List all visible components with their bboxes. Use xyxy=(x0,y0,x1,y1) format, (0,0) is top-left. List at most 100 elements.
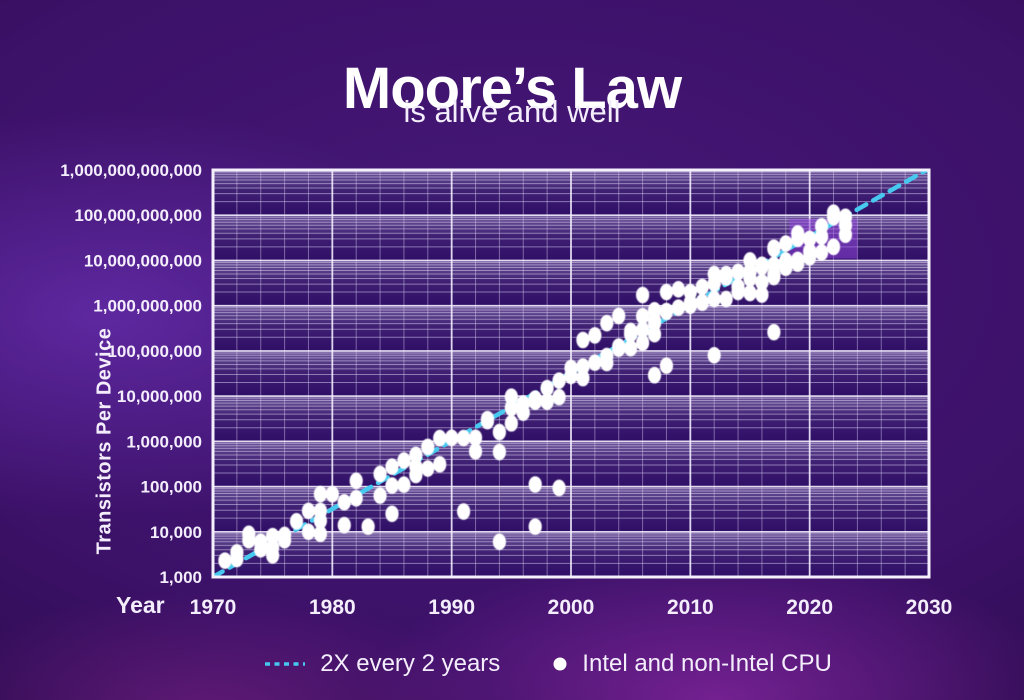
cpu-data-point xyxy=(767,323,781,341)
x-axis-tick-label: 1980 xyxy=(309,596,356,619)
cpu-data-point xyxy=(301,523,316,541)
y-axis-tick-label: 1,000,000,000 xyxy=(93,297,202,316)
cpu-data-point xyxy=(695,294,709,312)
cpu-data-point xyxy=(767,268,781,286)
cpu-data-point xyxy=(600,354,614,372)
y-tick-labels: 1,000 10,000 100,000 1,000,000 10,000,000 100… xyxy=(60,161,202,587)
cpu-data-point xyxy=(433,456,447,473)
cpu-data-point xyxy=(409,446,423,464)
cpu-data-point xyxy=(254,540,268,558)
cpu-data-point xyxy=(480,412,495,430)
cpu-data-point xyxy=(731,283,745,301)
cpu-data-point xyxy=(779,235,793,252)
cpu-data-point xyxy=(576,369,590,387)
cpu-data-point xyxy=(826,238,841,256)
cpu-data-point xyxy=(301,502,316,520)
cpu-data-point xyxy=(397,476,411,493)
cpu-data-point xyxy=(707,346,721,364)
cpu-data-point xyxy=(313,485,327,503)
cpu-data-point xyxy=(540,393,554,411)
cpu-data-point xyxy=(385,505,399,523)
cpu-data-point xyxy=(385,458,399,475)
points-legend-label: Intel and non-Intel CPU xyxy=(582,650,832,677)
cpu-data-point xyxy=(576,358,590,375)
cpu-data-point xyxy=(433,429,447,447)
cpu-data-point xyxy=(588,354,602,371)
cpu-point-dot-icon xyxy=(553,657,567,671)
cpu-data-point xyxy=(409,466,423,484)
cpu-data-point xyxy=(361,518,375,535)
cpu-data-point xyxy=(671,299,686,316)
cpu-data-point xyxy=(838,226,853,244)
cpu-data-point xyxy=(659,357,674,375)
cpu-data-point xyxy=(647,325,662,343)
cpu-data-point xyxy=(528,476,542,493)
cpu-data-point xyxy=(528,518,542,535)
cpu-data-point xyxy=(504,415,518,432)
x-tick-labels: 1970 1980 1990 2000 2010 2020 2030 xyxy=(190,596,953,619)
y-axis-tick-label: 100,000 xyxy=(141,478,202,497)
x-axis-tick-label: 2000 xyxy=(548,596,595,619)
cpu-data-point xyxy=(385,477,399,494)
cpu-data-point xyxy=(731,263,745,281)
cpu-data-point xyxy=(564,367,578,385)
cpu-data-point xyxy=(791,255,805,272)
cpu-data-point xyxy=(612,307,626,325)
trend-legend-label: 2X every 2 years xyxy=(320,650,501,677)
cpu-data-point xyxy=(528,393,542,411)
cpu-data-point xyxy=(373,487,387,504)
cpu-data-point xyxy=(755,286,769,303)
page-title: Moore’s Law xyxy=(342,55,682,121)
y-axis-tick-label: 10,000,000 xyxy=(117,387,202,406)
cpu-data-point xyxy=(707,290,721,308)
cpu-data-point xyxy=(636,321,650,339)
cpu-data-point xyxy=(647,366,662,384)
y-axis-tick-label: 1,000 xyxy=(159,568,202,587)
cpu-data-point xyxy=(457,503,471,520)
x-axis-tick-label: 2010 xyxy=(667,596,714,619)
cpu-data-point xyxy=(289,513,304,530)
cpu-data-point xyxy=(242,531,256,549)
cpu-data-point xyxy=(337,493,351,511)
cpu-data-point xyxy=(218,552,232,569)
cpu-data-point xyxy=(313,512,327,530)
cpu-data-point xyxy=(659,303,674,321)
x-axis-tick-label: 2030 xyxy=(906,596,953,619)
cpu-data-point xyxy=(266,547,280,564)
cpu-data-point xyxy=(636,307,650,325)
y-axis-tick-label: 10,000,000,000 xyxy=(84,251,202,270)
cpu-data-point xyxy=(576,331,590,349)
cpu-data-point xyxy=(779,259,793,277)
cpu-data-point xyxy=(755,258,769,276)
cpu-data-point xyxy=(743,284,757,302)
cpu-data-point xyxy=(815,244,829,261)
y-axis-tick-label: 1,000,000 xyxy=(126,432,202,451)
cpu-data-point xyxy=(313,525,327,543)
cpu-data-point xyxy=(492,443,506,461)
cpu-data-point xyxy=(457,429,471,447)
cpu-data-point xyxy=(707,275,721,292)
cpu-data-point xyxy=(624,339,638,357)
cpu-data-point xyxy=(803,230,817,248)
chart-legend: 2X every 2 years Intel and non-Intel CPU xyxy=(0,646,1024,682)
cpu-data-point xyxy=(468,429,483,447)
cpu-data-point xyxy=(230,550,244,568)
cpu-data-point xyxy=(659,283,674,301)
cpu-data-point xyxy=(612,340,626,357)
plot-border xyxy=(211,168,931,579)
cpu-data-point xyxy=(826,208,841,226)
cpu-data-point xyxy=(588,327,602,344)
cpu-data-point xyxy=(325,485,339,503)
cpu-data-point xyxy=(492,533,506,551)
data-points xyxy=(218,204,853,569)
x-axis-tick-label: 2020 xyxy=(786,596,833,619)
cpu-data-point xyxy=(803,248,817,266)
x-axis-tick-label: 1990 xyxy=(428,596,475,619)
cpu-data-point xyxy=(552,479,566,497)
y-axis-tick-label: 10,000 xyxy=(150,523,202,542)
cpu-data-point xyxy=(349,472,363,490)
x-axis-tick-label: 1970 xyxy=(190,596,237,619)
cpu-data-point xyxy=(552,388,566,406)
